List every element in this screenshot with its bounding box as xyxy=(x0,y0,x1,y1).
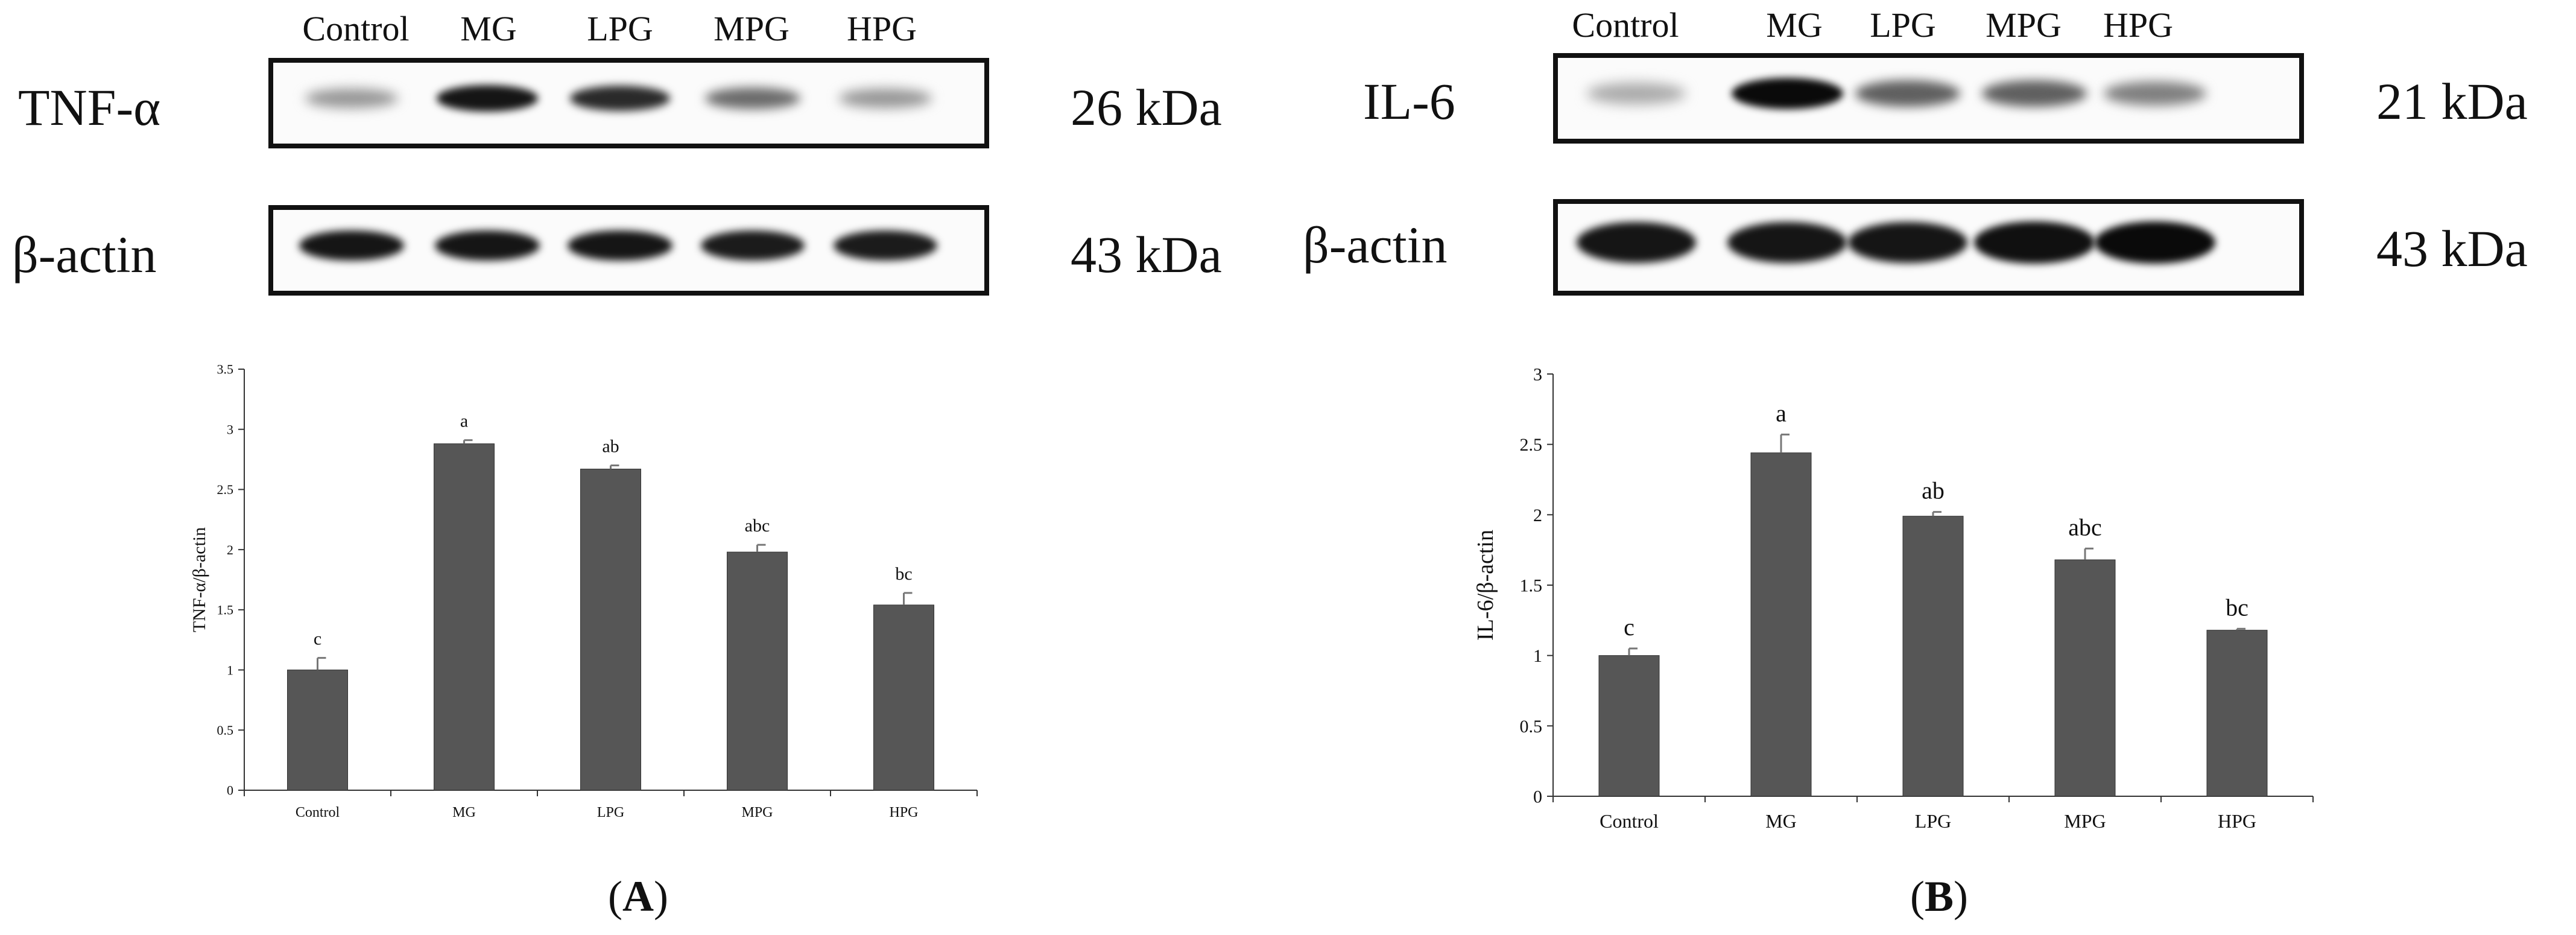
y-axis-label: IL-6/β-actin xyxy=(1473,530,1498,641)
bar-mpg xyxy=(2054,559,2116,797)
tnf-band-2 xyxy=(569,86,671,111)
y-tick-label: 3 xyxy=(227,422,233,437)
bar-hpg xyxy=(873,604,934,791)
bar-chart-il6: 0 0.5 1 1.5 2 2.5 3 c Control a MG ab LPG abc MPG bc HPG… xyxy=(1473,365,2314,832)
lane-label-a-hpg: HPG xyxy=(846,9,917,48)
panel-label-a: (A) xyxy=(608,872,668,921)
bar-mg xyxy=(434,443,495,791)
protein-label-actin-a: β-actin xyxy=(12,226,157,284)
bar-lpg xyxy=(1902,516,1964,797)
y-axis-label: TNF-α/β-actin xyxy=(189,527,209,632)
actin-b-band-0 xyxy=(1576,221,1697,264)
western-blot-il6 xyxy=(1553,53,2304,144)
actin-a-band-4 xyxy=(833,230,938,261)
il6-band-2 xyxy=(1855,80,1960,107)
bar-mg xyxy=(1750,452,1812,797)
y-tick-label: 2.5 xyxy=(217,482,234,497)
lane-label-a-mg: MG xyxy=(460,9,517,48)
lane-label-b-mpg: MPG xyxy=(1986,5,2062,45)
protein-label-actin-b: β-actin xyxy=(1303,216,1448,274)
y-tick-label: 2 xyxy=(227,542,233,557)
significance-label: abc xyxy=(2068,513,2102,540)
category-label: HPG xyxy=(2218,810,2256,832)
il6-band-4 xyxy=(2104,81,2206,106)
tnf-band-4 xyxy=(839,88,932,109)
category-label: MG xyxy=(452,805,476,820)
y-tick-label: 1 xyxy=(1533,646,1542,666)
actin-a-band-0 xyxy=(299,230,404,261)
tnf-band-1 xyxy=(436,85,539,112)
kda-label-tnf: 26 kDa xyxy=(1071,78,1222,136)
y-tick-label: 2 xyxy=(1533,506,1542,525)
category-label: Control xyxy=(296,805,340,820)
significance-label: c xyxy=(314,629,321,649)
bar-chart-tnf: 0 0.5 1 1.5 2 2.5 3 3.5 c Control a MG ab LPG abc MPG bc… xyxy=(189,362,978,820)
category-label: MPG xyxy=(2064,810,2106,832)
y-tick-label: 2.5 xyxy=(1520,435,1543,455)
y-tick-label: 3 xyxy=(1533,365,1542,385)
y-tick-label: 3.5 xyxy=(217,362,234,377)
lane-label-b-hpg: HPG xyxy=(2103,5,2174,45)
il6-band-3 xyxy=(1982,80,2087,107)
category-label: Control xyxy=(1600,810,1659,832)
protein-label-tnf: TNF-α xyxy=(18,78,161,136)
lane-label-a-mpg: MPG xyxy=(714,9,790,48)
bar-lpg xyxy=(580,469,641,791)
significance-label: bc xyxy=(2226,594,2248,621)
lane-label-a-control: Control xyxy=(302,9,410,48)
significance-label: bc xyxy=(895,564,912,584)
kda-label-actin-b: 43 kDa xyxy=(2376,220,2528,277)
y-tick-label: 1.5 xyxy=(1520,576,1543,596)
y-tick-label: 1 xyxy=(227,662,233,677)
actin-a-band-2 xyxy=(568,230,672,261)
y-tick-label: 0.5 xyxy=(1520,717,1543,737)
actin-b-band-3 xyxy=(1974,221,2095,264)
bar-hpg xyxy=(2206,630,2268,797)
protein-label-il6: IL-6 xyxy=(1363,72,1455,130)
kda-label-il6: 21 kDa xyxy=(2376,72,2528,130)
y-tick-label: 0 xyxy=(1533,787,1542,807)
western-blot-actin-a xyxy=(268,205,989,296)
western-blot-tnf xyxy=(268,58,989,148)
actin-a-band-3 xyxy=(700,230,805,261)
significance-label: ab xyxy=(602,437,619,457)
y-tick-label: 0.5 xyxy=(217,723,234,738)
significance-label: a xyxy=(460,411,468,431)
il6-band-1 xyxy=(1731,78,1843,109)
bar-control xyxy=(287,670,348,791)
actin-a-band-1 xyxy=(435,230,540,261)
significance-label: ab xyxy=(1922,477,1945,504)
lane-label-b-lpg: LPG xyxy=(1870,5,1936,45)
lane-label-b-mg: MG xyxy=(1766,5,1823,45)
actin-b-band-4 xyxy=(2095,221,2215,264)
tnf-band-3 xyxy=(704,87,801,110)
kda-label-actin-a: 43 kDa xyxy=(1071,226,1222,284)
panel-label-b: (B) xyxy=(1910,872,1968,921)
il6-band-0 xyxy=(1586,82,1686,105)
lane-label-b-control: Control xyxy=(1572,5,1679,45)
significance-label: c xyxy=(1624,613,1635,641)
y-tick-label: 0 xyxy=(227,783,233,798)
category-label: MPG xyxy=(741,805,773,820)
category-label: LPG xyxy=(597,805,624,820)
actin-b-band-1 xyxy=(1727,221,1847,264)
significance-label: abc xyxy=(745,516,770,536)
significance-label: a xyxy=(1776,399,1786,426)
western-blot-actin-b xyxy=(1553,199,2304,296)
category-label: MG xyxy=(1765,810,1797,832)
lane-label-a-lpg: LPG xyxy=(587,9,653,48)
bar-control xyxy=(1598,655,1660,797)
actin-b-band-2 xyxy=(1847,221,1968,264)
category-label: HPG xyxy=(889,805,918,820)
y-tick-label: 1.5 xyxy=(217,603,234,618)
bar-mpg xyxy=(727,551,788,791)
category-label: LPG xyxy=(1915,810,1951,832)
tnf-band-0 xyxy=(305,88,398,109)
